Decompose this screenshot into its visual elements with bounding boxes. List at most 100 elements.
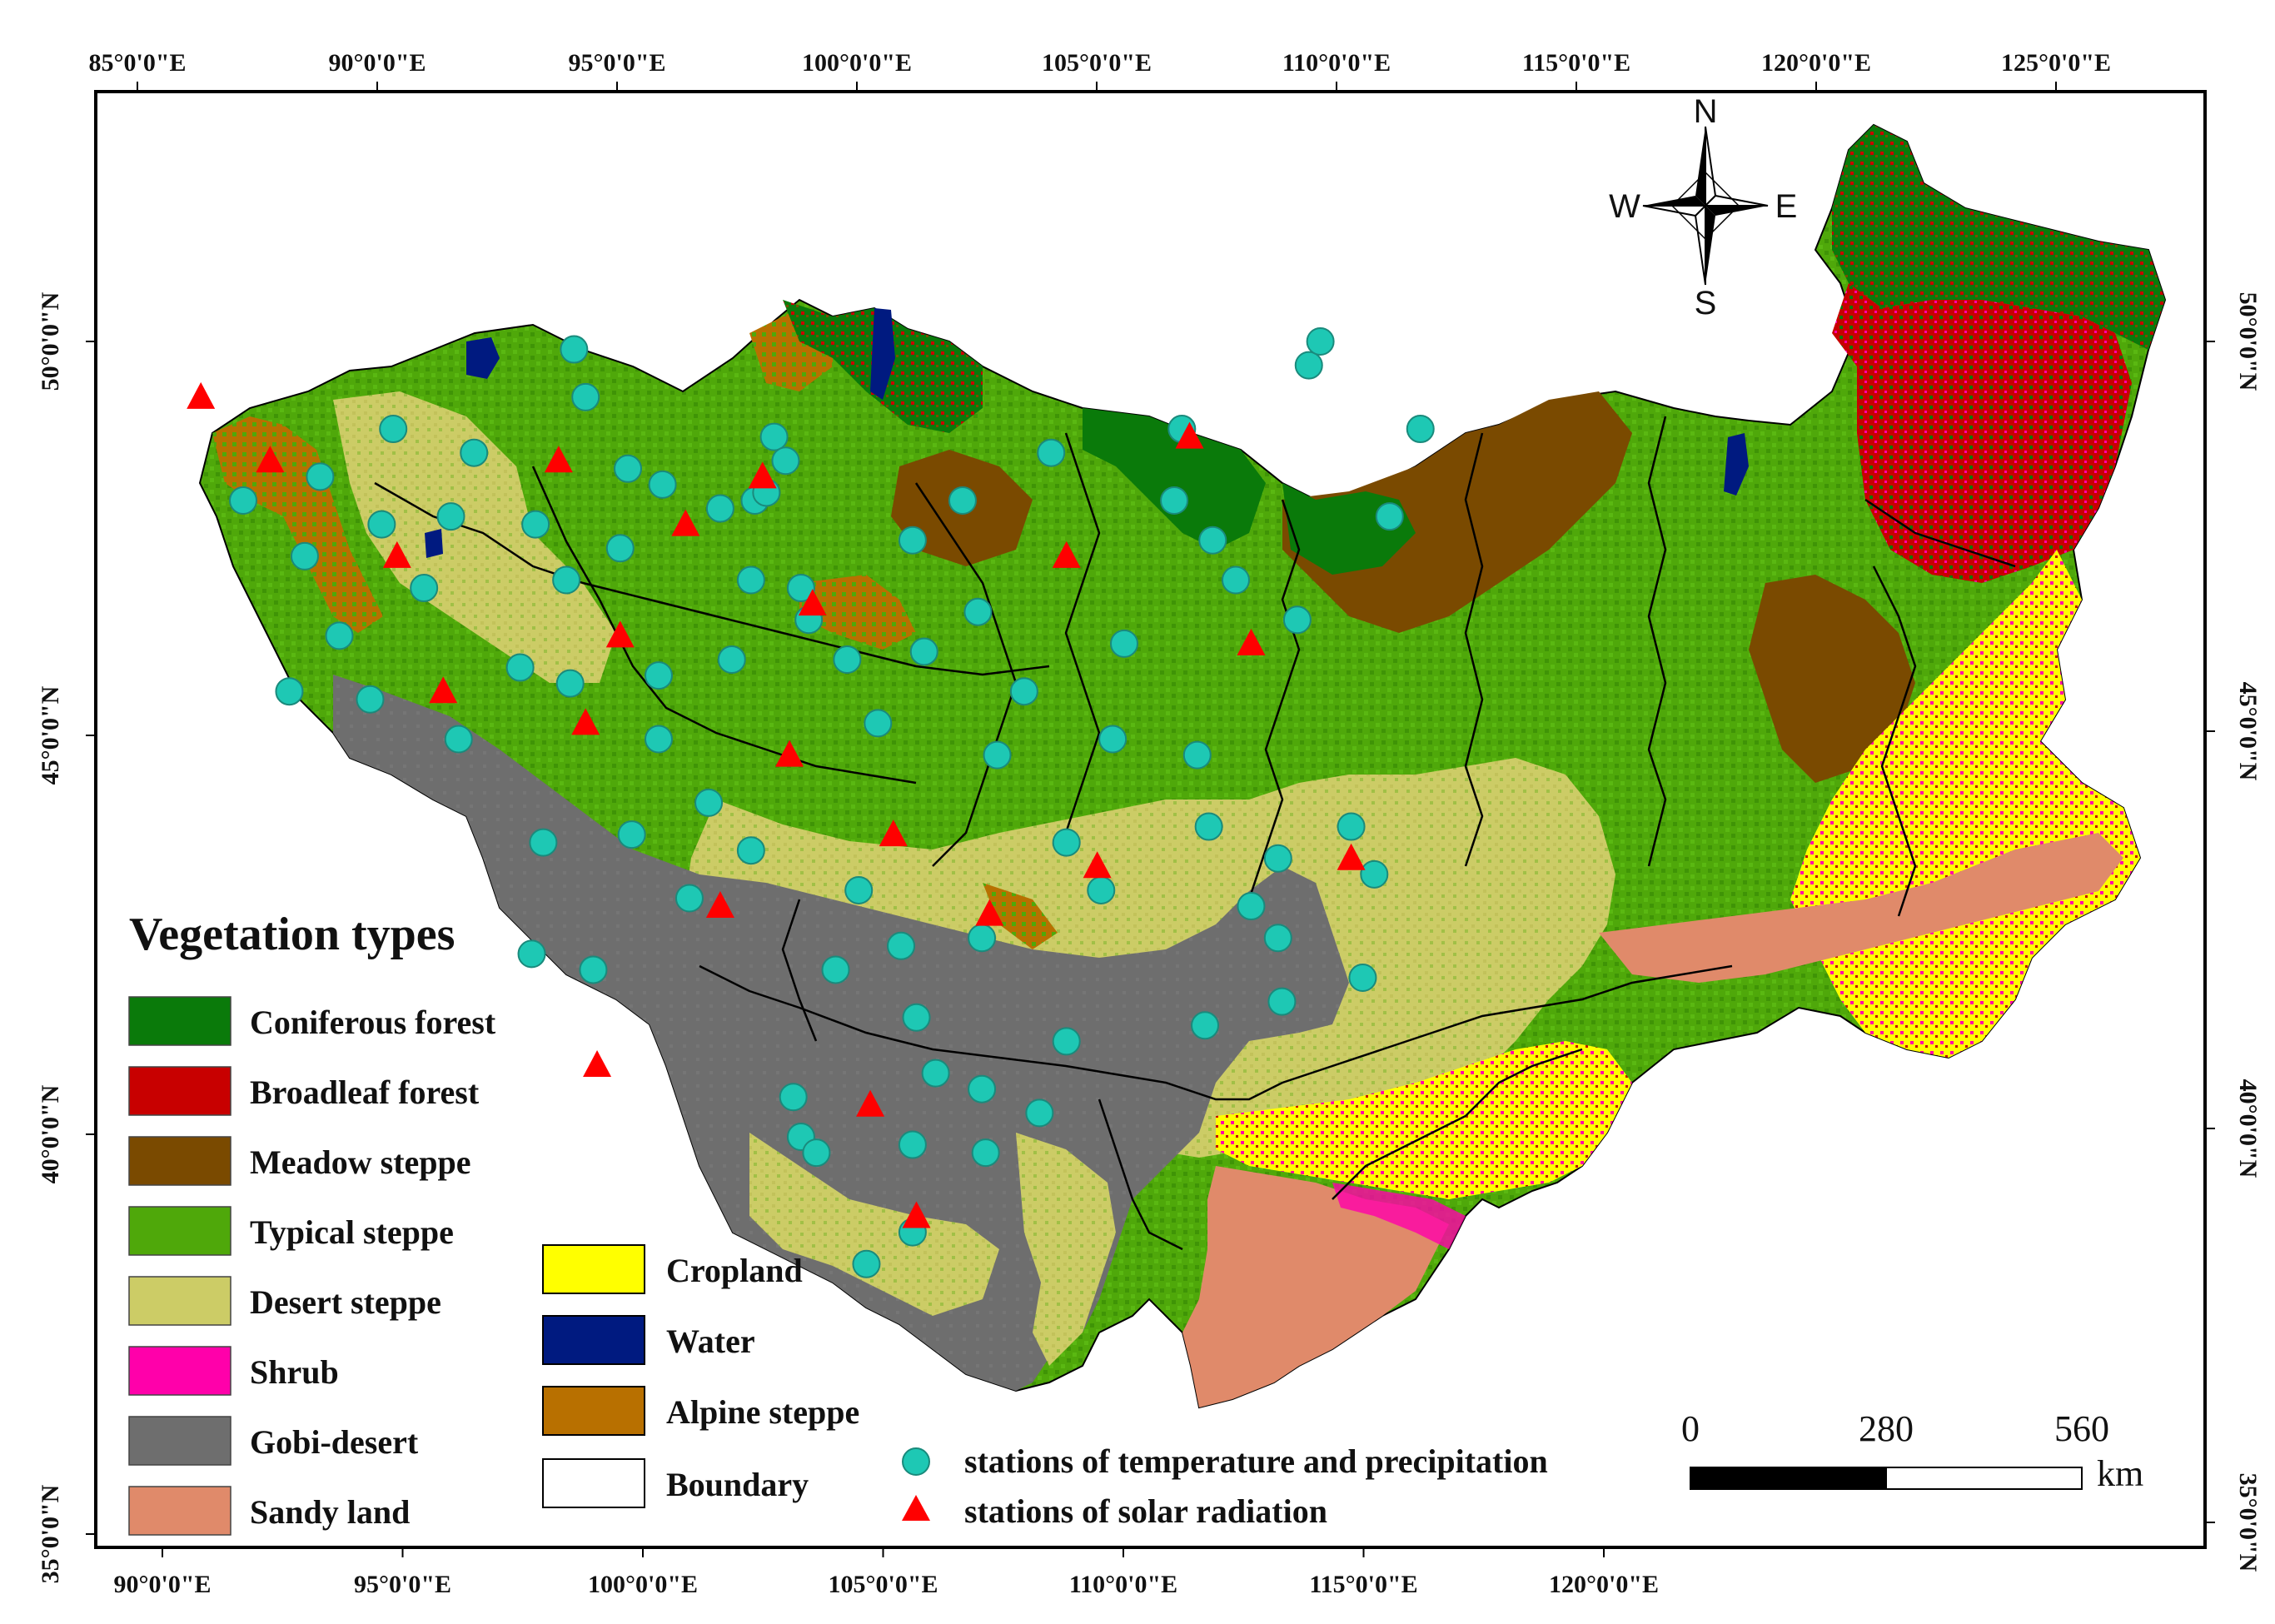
temp-station-marker	[909, 637, 938, 666]
region-water-3	[1724, 433, 1749, 496]
temp-station-marker	[229, 486, 258, 515]
compass-south-arrow	[1705, 206, 1715, 285]
top-lon-label: 85°0'0"E	[89, 49, 187, 77]
temp-station-marker	[1360, 859, 1389, 889]
right-latitude-labels: 50°0'0"N 45°0'0"N 40°0'0"N 35°0'0"N	[2234, 292, 2262, 1572]
legend-swatch-typical	[128, 1206, 231, 1256]
temp-station-marker	[1037, 438, 1066, 467]
temp-station-marker	[1194, 812, 1223, 841]
region-sandy-land-east	[1599, 833, 2123, 983]
region-desert-steppe-south	[749, 1133, 999, 1316]
scale-bar: 0 280 560 km	[1681, 1408, 2143, 1494]
solar-station-marker	[975, 899, 1004, 926]
left-lat-label: 35°0'0"N	[37, 1484, 64, 1583]
region-coniferous-forest-ne	[1832, 125, 2165, 350]
temp-station-marker	[275, 677, 304, 706]
temp-station-marker	[898, 1130, 927, 1159]
temp-station-marker	[1237, 892, 1266, 921]
scale-bar-white	[1885, 1467, 2083, 1490]
temp-station-marker	[1294, 351, 1323, 380]
legend-solar-station-swatch	[902, 1495, 930, 1521]
temp-station-marker	[852, 1249, 881, 1278]
bottom-lon-label: 95°0'0"E	[354, 1571, 451, 1598]
legend-item-broadleaf: Broadleaf forest	[128, 1066, 480, 1116]
bottom-lon-label: 100°0'0"E	[588, 1571, 698, 1598]
legend-swatch-alpine	[542, 1386, 645, 1436]
temp-station-marker	[436, 502, 465, 531]
solar-station-marker	[1175, 421, 1204, 449]
temp-station-marker	[571, 382, 600, 411]
legend-label-meadow: Meadow steppe	[250, 1143, 471, 1181]
solar-station-marker	[583, 1050, 612, 1078]
legend-item-cropland: Cropland	[542, 1244, 803, 1294]
bottom-lon-label: 120°0'0"E	[1549, 1571, 1659, 1598]
temp-station-marker	[367, 510, 396, 539]
solar-station-marker	[671, 509, 700, 536]
temp-station-marker	[675, 884, 704, 913]
solar-station-marker	[605, 620, 635, 648]
region-alpine-steppe-3	[799, 575, 916, 650]
scale-label-280: 280	[1859, 1408, 1914, 1449]
temp-station-marker	[560, 335, 589, 364]
bottom-lon-label: 110°0'0"E	[1069, 1571, 1177, 1598]
temp-station-marker	[1263, 844, 1292, 873]
temp-station-marker	[1191, 1011, 1220, 1040]
scale-bar-black	[1690, 1467, 1887, 1490]
temp-station-marker	[410, 574, 439, 603]
temp-station-marker	[648, 470, 677, 499]
temp-station-marker	[614, 454, 643, 483]
vegetation-regions	[198, 123, 2167, 1409]
region-broadleaf-forest	[1832, 283, 2132, 583]
admin-boundaries	[374, 416, 2016, 1251]
temp-station-marker	[1182, 740, 1212, 770]
legend-swatch-boundary	[542, 1458, 645, 1508]
temp-station-marker	[644, 661, 673, 690]
temp-station-marker	[1009, 677, 1038, 706]
legend-swatch-shrub	[128, 1346, 231, 1396]
temp-station-marker	[1221, 565, 1250, 595]
legend: Vegetation types Coniferous forest Broadl…	[128, 909, 1548, 1536]
left-lat-label: 45°0'0"N	[37, 685, 64, 785]
top-lon-label: 105°0'0"E	[1042, 49, 1152, 77]
legend-item-gobi: Gobi-desert	[128, 1416, 419, 1466]
temp-station-marker	[971, 1138, 1000, 1168]
legend-swatch-coniferous	[128, 996, 231, 1046]
bottom-longitude-labels: 90°0'0"E 95°0'0"E 100°0'0"E 105°0'0"E 110°0'…	[114, 1571, 1660, 1598]
temp-station-marker	[1052, 1027, 1081, 1056]
solar-station-marker	[544, 446, 573, 473]
temp-station-marker	[1052, 828, 1081, 857]
legend-label-water: Water	[666, 1323, 755, 1360]
temp-station-marker	[802, 1138, 831, 1168]
region-desert-steppe-south2	[1016, 1133, 1116, 1366]
legend-swatch-water	[542, 1315, 645, 1365]
top-lon-label: 90°0'0"E	[329, 49, 426, 77]
legend-swatch-broadleaf	[128, 1066, 231, 1116]
top-lon-label: 110°0'0"E	[1282, 49, 1391, 77]
temp-station-marker	[983, 740, 1012, 770]
solar-station-marker	[1083, 851, 1112, 879]
legend-label-sandy: Sandy land	[250, 1493, 410, 1531]
right-lat-label: 40°0'0"N	[2234, 1079, 2262, 1178]
region-coniferous-forest-2	[1083, 408, 1266, 550]
temp-station-marker	[1198, 526, 1227, 555]
temp-station-marker	[736, 565, 765, 595]
region-meadow-steppe	[1282, 391, 1632, 633]
temp-station-marker	[694, 788, 724, 817]
legend-swatch-sandy	[128, 1486, 231, 1536]
solar-station-marker	[1237, 628, 1266, 655]
legend-item-boundary: Boundary	[542, 1458, 809, 1508]
solar-station-marker	[256, 446, 285, 473]
temp-station-marker	[529, 828, 558, 857]
temp-station-marker	[444, 725, 473, 754]
temp-station-marker	[705, 494, 734, 523]
temp-station-marker	[325, 621, 354, 650]
temp-station-marker	[1087, 875, 1116, 904]
solar-station-marker	[879, 819, 908, 847]
legend-solar-station-label: stations of solar radiation	[964, 1492, 1327, 1530]
right-lat-label: 45°0'0"N	[2234, 682, 2262, 781]
region-desert-steppe-west	[333, 391, 616, 683]
top-lon-label: 95°0'0"E	[569, 49, 666, 77]
region-alpine-steppe-4	[983, 883, 1058, 949]
right-lat-label: 50°0'0"N	[2234, 292, 2262, 391]
temp-station-marker	[786, 574, 815, 603]
